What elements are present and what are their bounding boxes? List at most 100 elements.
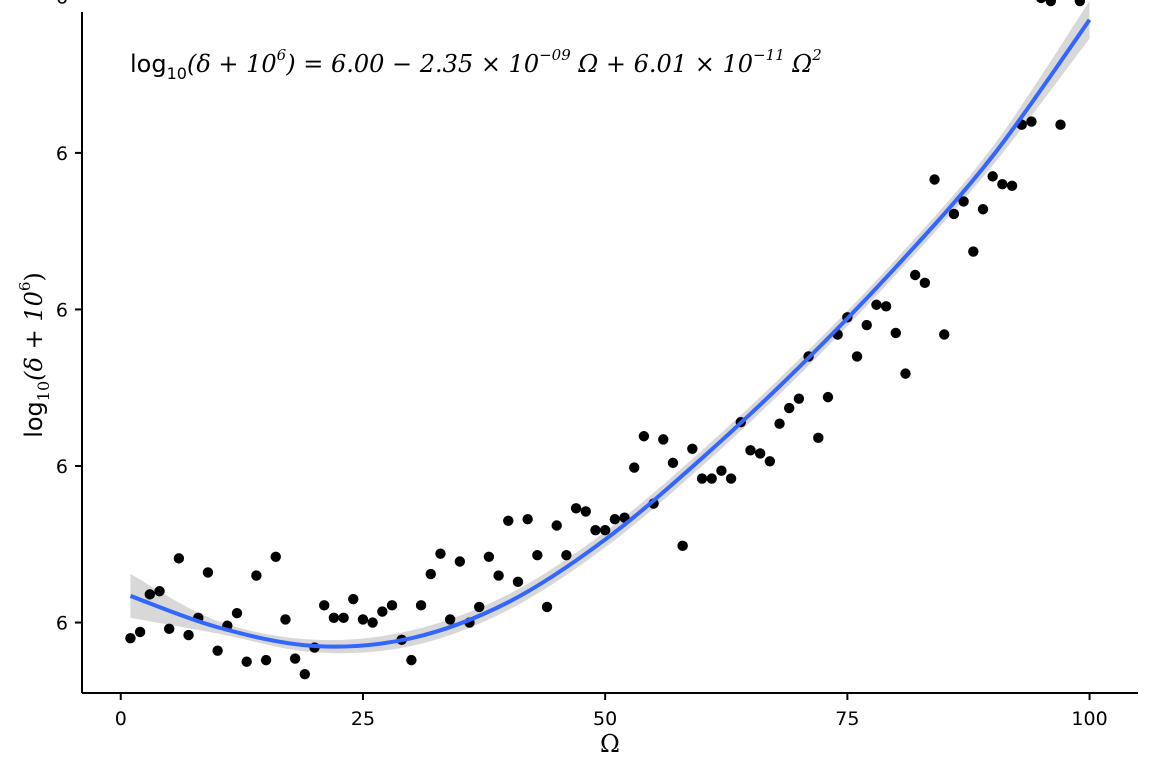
data-point — [977, 204, 989, 215]
data-point — [764, 456, 776, 467]
data-point — [522, 514, 533, 525]
data-point — [1045, 0, 1057, 7]
data-point — [454, 556, 466, 567]
data-point — [590, 524, 601, 536]
data-point — [260, 654, 272, 666]
data-point — [386, 600, 398, 611]
data-point — [629, 462, 640, 473]
x-axis-title: Ω — [600, 730, 620, 758]
data-point — [1055, 119, 1066, 130]
data-point — [474, 601, 485, 613]
data-point — [599, 524, 611, 536]
data-point — [987, 171, 998, 182]
data-point — [173, 553, 185, 564]
data-point — [541, 601, 553, 613]
data-point — [677, 540, 688, 552]
data-point — [687, 443, 698, 454]
data-point — [280, 614, 291, 625]
data-point — [939, 329, 950, 340]
axes-layer: 0 25 50 75 100 6 6 6 6 6 — [56, 0, 1138, 730]
data-point — [919, 277, 931, 289]
x-tick-label: 0 — [115, 708, 127, 730]
data-point — [580, 506, 591, 517]
data-point — [909, 269, 921, 281]
data-point — [774, 418, 785, 429]
data-point — [231, 607, 243, 619]
data-point — [289, 653, 301, 664]
data-point — [1026, 116, 1037, 127]
y-tick-label: 6 — [56, 456, 68, 478]
data-point — [328, 612, 340, 624]
y-axis-title: log10(δ + 106) — [16, 272, 53, 438]
data-point — [163, 623, 175, 635]
data-point — [948, 208, 960, 220]
data-point — [968, 246, 979, 257]
data-point — [725, 473, 737, 484]
x-tick-label: 100 — [1071, 708, 1107, 730]
data-point — [890, 327, 901, 339]
data-point — [871, 299, 882, 310]
data-point — [270, 551, 281, 562]
data-point — [444, 614, 456, 625]
data-point — [716, 465, 727, 476]
data-point — [1006, 180, 1018, 191]
data-point — [241, 656, 252, 667]
data-point — [183, 629, 194, 641]
data-point — [793, 393, 805, 404]
data-point — [125, 633, 136, 644]
data-point — [348, 593, 359, 605]
x-tick-label: 25 — [351, 708, 375, 730]
data-point — [357, 614, 369, 625]
data-point — [813, 432, 824, 444]
data-point — [212, 645, 223, 656]
data-point — [861, 319, 872, 331]
data-point — [900, 368, 911, 379]
data-point — [483, 551, 495, 562]
data-point — [299, 669, 311, 680]
data-point — [958, 196, 969, 207]
data-point — [696, 473, 708, 484]
data-point — [503, 515, 514, 526]
equation-annotation: log10(δ + 106) = 6.00 − 2.35 × 10−09 Ω +… — [130, 46, 822, 83]
y-tick-label: 6 — [56, 613, 68, 635]
data-point — [822, 391, 834, 403]
data-point — [561, 550, 572, 561]
data-point — [202, 567, 214, 578]
data-point — [435, 548, 446, 559]
y-tick-label: 6 — [56, 143, 68, 165]
y-tick-label: 6 — [56, 299, 68, 321]
data-point — [144, 589, 156, 600]
data-point — [551, 520, 562, 531]
data-point — [251, 570, 262, 581]
data-point — [1074, 0, 1086, 7]
data-point — [658, 434, 669, 445]
data-point — [609, 514, 621, 525]
data-point — [319, 600, 330, 611]
data-point — [638, 431, 650, 442]
data-point — [532, 550, 543, 561]
data-point — [929, 174, 940, 185]
data-point — [851, 351, 863, 362]
data-point — [338, 612, 349, 624]
data-point — [134, 626, 146, 638]
data-point — [493, 570, 504, 581]
data-point — [784, 402, 795, 414]
data-point — [425, 568, 436, 580]
data-point — [745, 445, 756, 456]
scatter-points-layer — [125, 0, 1086, 680]
fit-line-layer — [129, 18, 1092, 649]
data-point — [1036, 0, 1046, 4]
data-point — [415, 600, 427, 611]
data-point — [154, 586, 165, 597]
x-tick-label: 75 — [835, 708, 859, 730]
data-point — [997, 179, 1008, 190]
data-point — [512, 576, 524, 588]
data-point — [667, 457, 679, 469]
x-tick-label: 50 — [593, 708, 617, 730]
data-point — [880, 301, 892, 312]
data-point — [754, 448, 766, 459]
fit-line — [129, 18, 1092, 649]
y-tick-label: 6 — [56, 0, 68, 8]
data-point — [367, 617, 378, 628]
